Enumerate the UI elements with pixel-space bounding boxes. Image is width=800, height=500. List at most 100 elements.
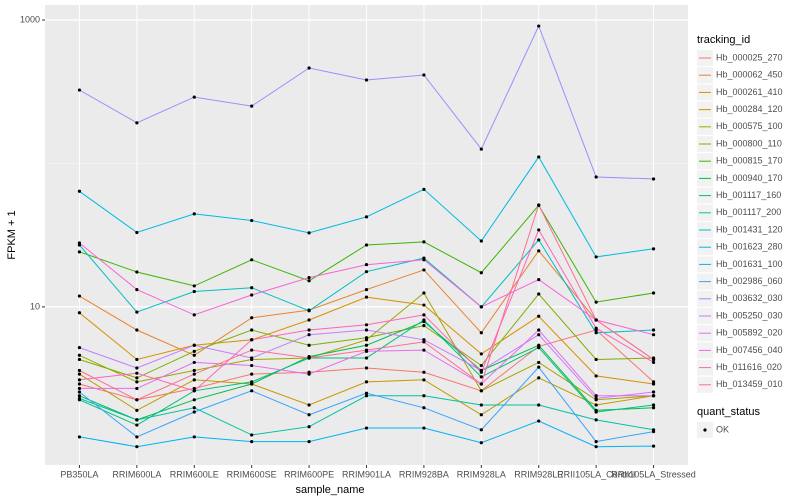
data-point: [422, 324, 426, 328]
data-point: [307, 440, 311, 444]
data-point: [364, 336, 369, 340]
data-point: [77, 357, 82, 362]
data-point: [651, 430, 656, 434]
data-point: [364, 391, 369, 395]
legend-label: Hb_001631_100: [716, 259, 783, 269]
data-point: [479, 403, 483, 407]
legend-label: Hb_001623_280: [716, 242, 783, 252]
legend-label: OK: [716, 424, 729, 434]
data-point: [537, 346, 541, 350]
data-point: [594, 410, 598, 414]
data-point: [422, 340, 426, 344]
data-point: [537, 333, 541, 337]
legend-label: Hb_007456_040: [716, 345, 783, 355]
data-point: [307, 318, 311, 322]
data-point: [364, 295, 369, 299]
data-point: [651, 247, 656, 251]
data-point: [479, 413, 483, 417]
data-point: [537, 314, 541, 318]
data-point: [192, 435, 196, 439]
data-point: [537, 155, 541, 159]
data-point: [192, 410, 196, 414]
data-point: [307, 231, 311, 235]
data-point: [135, 423, 139, 427]
x-tick-label: RRIM928LE: [514, 469, 563, 479]
data-point: [77, 435, 82, 439]
data-point: [364, 328, 369, 332]
data-point: [537, 419, 541, 423]
y-tick-label: 1000: [20, 14, 40, 24]
x-tick-label: RRIM600PE: [284, 469, 334, 479]
data-point: [594, 445, 598, 449]
data-point: [192, 406, 196, 410]
data-point: [594, 175, 598, 179]
data-point: [651, 357, 656, 362]
data-point: [594, 418, 598, 422]
data-point: [537, 376, 541, 380]
data-point: [250, 372, 254, 376]
data-point: [192, 386, 196, 391]
data-point: [651, 406, 656, 410]
legend-label: Hb_000025_270: [716, 52, 783, 62]
data-point: [307, 343, 311, 347]
data-point: [651, 403, 656, 407]
x-tick-label: RRIM600LA: [112, 469, 161, 479]
data-point: [364, 356, 369, 360]
data-point: [135, 386, 139, 391]
x-tick-label: RRIM901LA: [342, 469, 391, 479]
data-point: [537, 343, 541, 347]
data-point: [77, 368, 82, 373]
data-point: [192, 360, 196, 365]
x-tick-label: RRIM928LA: [457, 469, 506, 479]
data-point: [422, 406, 426, 410]
legend-label: Hb_000284_120: [716, 104, 783, 114]
data-point: [77, 396, 82, 401]
data-point: [307, 333, 311, 337]
data-point: [479, 239, 483, 243]
data-point: [594, 300, 598, 304]
data-point: [77, 311, 82, 315]
data-point: [135, 121, 139, 125]
data-point: [364, 380, 369, 384]
legend-label: Hb_001117_160: [716, 190, 781, 200]
data-point: [77, 189, 82, 193]
data-point: [250, 380, 254, 384]
data-point: [250, 338, 254, 342]
data-point: [479, 441, 483, 445]
data-point: [250, 286, 254, 290]
data-point: [364, 287, 369, 292]
data-point: [250, 218, 254, 223]
data-point: [594, 326, 598, 330]
data-point: [479, 331, 483, 335]
data-point: [651, 382, 656, 386]
data-point: [422, 394, 426, 398]
data-point: [364, 78, 369, 82]
data-point: [422, 378, 426, 382]
legend-label: Hb_000940_170: [716, 173, 783, 183]
legend-label: Hb_000062_450: [716, 70, 783, 80]
data-point: [364, 243, 369, 247]
data-point: [135, 371, 139, 375]
data-point: [479, 428, 483, 432]
data-point: [537, 403, 541, 407]
legend-label: Hb_011616_020: [716, 362, 782, 372]
data-point: [135, 366, 139, 370]
data-point: [77, 346, 82, 350]
data-point: [422, 370, 426, 374]
data-point: [594, 331, 598, 335]
data-point: [307, 279, 311, 283]
data-point: [479, 370, 483, 374]
data-point: [135, 445, 139, 449]
data-point: [479, 147, 483, 151]
data-point: [651, 394, 656, 398]
x-tick-label: RRIM928BA: [399, 469, 449, 479]
data-point: [135, 398, 139, 402]
data-point: [479, 363, 483, 368]
data-point: [77, 353, 82, 357]
data-point: [479, 389, 483, 393]
data-point: [77, 378, 82, 382]
data-point: [135, 435, 139, 439]
legend-label: Hb_001431_120: [716, 224, 783, 234]
data-point: [135, 380, 139, 384]
